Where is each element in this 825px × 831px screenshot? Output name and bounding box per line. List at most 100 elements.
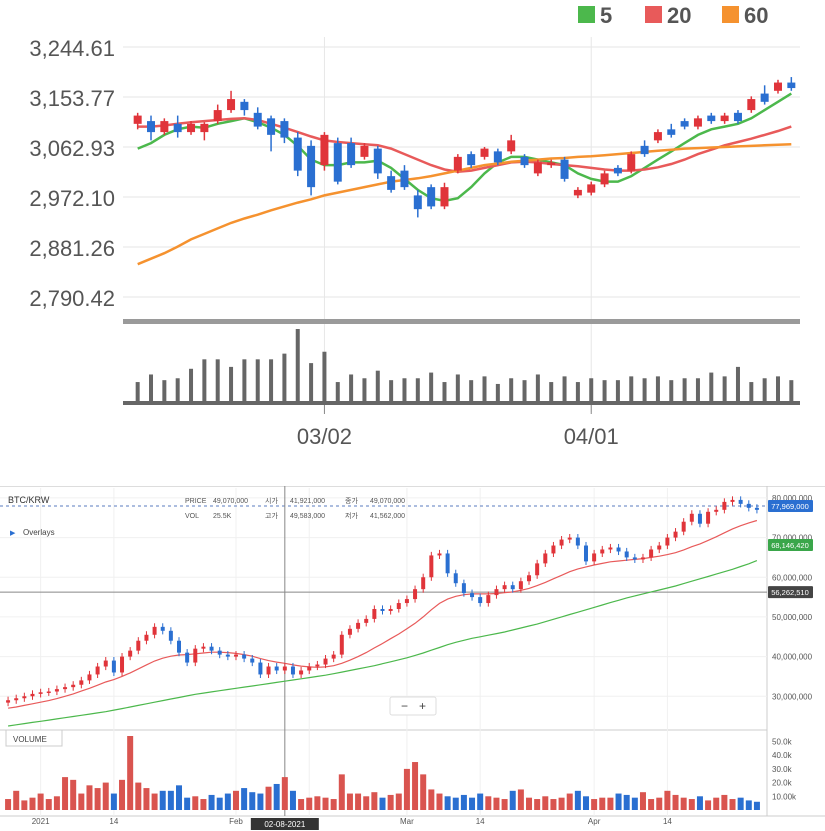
candle-body [79,680,84,685]
candle-body [714,509,719,512]
volume-bar [281,777,288,810]
volume-bar [387,794,394,810]
volume-bar [696,796,703,810]
candle-body [133,115,142,124]
zoom-in-button[interactable]: + [419,699,426,713]
candle-body [640,557,645,560]
chart-2[interactable]: 80,000,000 70,000,000 60,000,000 50,000,000… [0,460,825,831]
volume-bar [705,800,712,810]
volume-bar [229,366,234,401]
info-high-label: 고가 [265,511,278,520]
candle-body [567,537,572,540]
candle-body [87,674,92,681]
volume-bar [355,793,362,810]
x-tick-label: 04/01 [564,424,619,449]
chart-2-controls[interactable]: − + [389,696,437,716]
candle-body [746,503,751,508]
volume-bar [135,782,142,810]
candle-body [147,121,156,133]
price-tag-label: 56,262,510 [771,588,809,597]
volume-bar [669,380,674,401]
volume-bar [442,382,447,401]
candle-body [518,581,523,590]
y-tick-label: 60,000,000 [772,573,813,582]
info-price: 49,070,000 [213,498,248,505]
volume-bar [162,380,167,401]
volume-bar [110,793,117,810]
candle-body [413,589,418,600]
volume-bar [119,779,126,810]
candle-body [453,573,458,584]
volume-bar [591,799,598,810]
candle-body [307,145,316,188]
volume-bar [189,368,194,401]
volume-bar [589,378,594,401]
volume-bar [412,762,419,810]
y-tick-label: 40,000,000 [772,653,813,662]
candle-body [673,531,678,538]
volume-bar [729,799,736,810]
candle-body [209,646,214,651]
candle-body [185,652,190,663]
candle-body [331,654,336,659]
volume-bar [501,799,508,810]
volume-bar [62,777,69,810]
chart-title: BTC/KRW [8,495,50,505]
volume-bar [265,786,272,810]
candle-body [323,658,328,665]
chart-1: 5 20 60 3,244.61 3,153.77 3,062.93 2,972.10 2,… [29,3,800,449]
candle-body [689,513,694,522]
volume-bar [375,370,380,401]
volume-bar [428,789,435,810]
volume-tick-label: 40.0k [772,751,793,760]
volume-bar [127,736,134,810]
chart-2-header: BTC/KRW PRICE 49,070,000 시가 41,921,000 종가 49,0… [5,495,405,747]
volume-bar [753,801,760,810]
info-close: 49,070,000 [370,498,405,505]
x-tick-label: 14 [476,817,485,826]
overlays-toggle[interactable]: Overlays [23,528,55,537]
candle-body [547,162,556,166]
candle-body [427,187,436,207]
volume-bar [232,790,239,810]
candle-body [14,698,19,701]
price-tag [768,499,813,512]
info-open-label: 시가 [265,496,278,505]
candle-body [177,640,182,653]
candle-body [681,521,686,532]
chart-1-grid [123,37,800,412]
volume-bar [314,796,321,810]
volume-bar [86,785,93,810]
candle-body [128,650,133,657]
candle-body [478,597,483,604]
candle-body [103,660,108,667]
candle-body [282,666,287,671]
volume-bar [735,366,740,401]
volume-bar [415,378,420,401]
candle-body [193,648,198,663]
candle-body [665,537,670,546]
candle-body [653,132,662,141]
volume-bar [255,359,260,401]
expand-arrow-icon[interactable]: ▶ [10,530,16,537]
volume-bar [574,790,581,810]
y-tick-label: 3,062.93 [29,136,115,161]
candle-body [657,545,662,550]
candle-body [242,654,247,659]
volume-bar [452,797,459,810]
candle-body [667,129,676,135]
candle-body [187,123,196,133]
candle-body [730,499,735,502]
info-open: 41,921,000 [290,498,325,505]
candle-body [315,664,320,667]
volume-bar [389,380,394,401]
y-tick-label: 2,790.42 [29,286,115,311]
candle-body [494,589,499,596]
crosshair-date-box [250,818,319,830]
candle-body [693,118,702,127]
volume-bar [789,380,794,401]
zoom-out-button[interactable]: − [401,699,408,713]
candle-body [551,545,556,554]
volume-bar [289,790,296,810]
candle-body [573,189,582,196]
